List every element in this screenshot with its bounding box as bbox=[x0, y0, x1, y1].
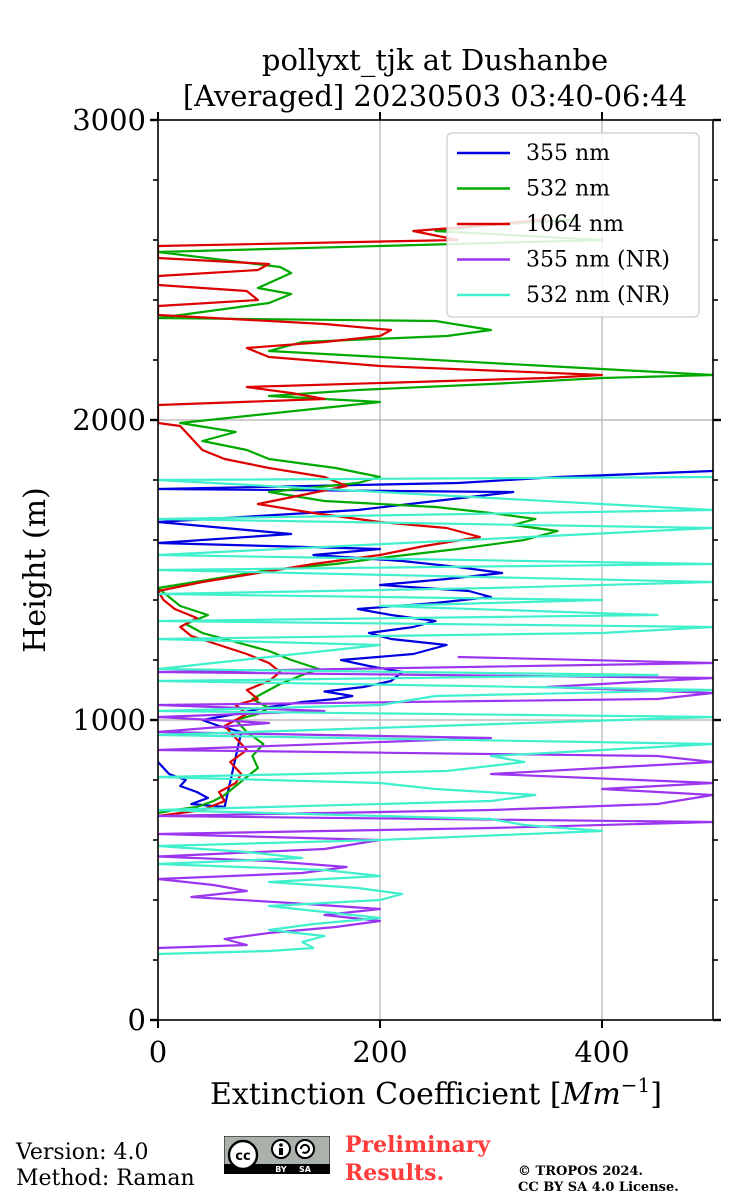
y-tick-label: 0 bbox=[128, 1003, 146, 1037]
y-tick-label: 1000 bbox=[72, 703, 146, 737]
x-axis-label: Extinction Coefficient [Mm−1] bbox=[210, 1073, 662, 1112]
series-line-2 bbox=[158, 217, 604, 818]
series-lines bbox=[158, 217, 713, 956]
svg-text:BY: BY bbox=[275, 1165, 287, 1174]
chart-title-line1: pollyxt_tjk at Dushanbe bbox=[262, 43, 608, 78]
legend: 355 nm 532 nm 1064 nm 355 nm (NR) 532 nm (NR… bbox=[446, 132, 700, 318]
legend-label-1: 532 nm bbox=[526, 177, 610, 202]
svg-text:SA: SA bbox=[299, 1165, 312, 1174]
legend-label-0: 355 nm bbox=[526, 141, 610, 166]
series-line-3 bbox=[158, 655, 713, 950]
method-text: Method: Raman bbox=[16, 1166, 195, 1191]
legend-label-4: 532 nm (NR) bbox=[526, 283, 670, 308]
x-tick-label: 0 bbox=[149, 1035, 167, 1069]
legend-label-3: 355 nm (NR) bbox=[526, 248, 670, 273]
extinction-chart: pollyxt_tjk at Dushanbe [Averaged] 20230… bbox=[18, 43, 721, 1112]
preliminary-line1: Preliminary bbox=[345, 1132, 491, 1158]
sa-icon bbox=[295, 1139, 315, 1159]
x-axis-label-unit: Mm bbox=[561, 1077, 621, 1112]
copyright-line1: © TROPOS 2024. bbox=[518, 1164, 644, 1179]
y-axis-label: Height (m) bbox=[18, 487, 53, 652]
version-text: Version: 4.0 bbox=[16, 1140, 149, 1165]
svg-text:cc: cc bbox=[235, 1149, 250, 1164]
chart-title-line2: [Averaged] 20230503 03:40-06:44 bbox=[183, 79, 687, 113]
cc-license-badge: cc BY SA bbox=[224, 1136, 330, 1174]
legend-box bbox=[446, 132, 700, 318]
x-axis-label-end: ] bbox=[650, 1077, 662, 1112]
copyright-text: © TROPOS 2024. CC BY SA 4.0 License. bbox=[518, 1164, 679, 1196]
x-tick-label: 400 bbox=[574, 1035, 629, 1069]
series-line-4 bbox=[158, 475, 713, 956]
x-axis-label-text: Extinction Coefficient [ bbox=[210, 1077, 562, 1112]
x-axis-label-exponent: −1 bbox=[621, 1073, 650, 1097]
axis-ticks: 0 200 400 0 1000 2000 3000 bbox=[72, 103, 721, 1069]
copyright-line2: CC BY SA 4.0 License. bbox=[518, 1180, 679, 1195]
cc-icon bbox=[227, 1139, 259, 1171]
preliminary-line2: Results. bbox=[345, 1160, 445, 1186]
x-tick-label: 200 bbox=[352, 1035, 407, 1069]
plot-frame bbox=[157, 119, 714, 1021]
y-tick-label: 3000 bbox=[72, 103, 146, 137]
y-tick-label: 2000 bbox=[72, 403, 146, 437]
preliminary-results-text: Preliminary Results. bbox=[345, 1131, 490, 1187]
legend-label-2: 1064 nm bbox=[526, 212, 624, 237]
